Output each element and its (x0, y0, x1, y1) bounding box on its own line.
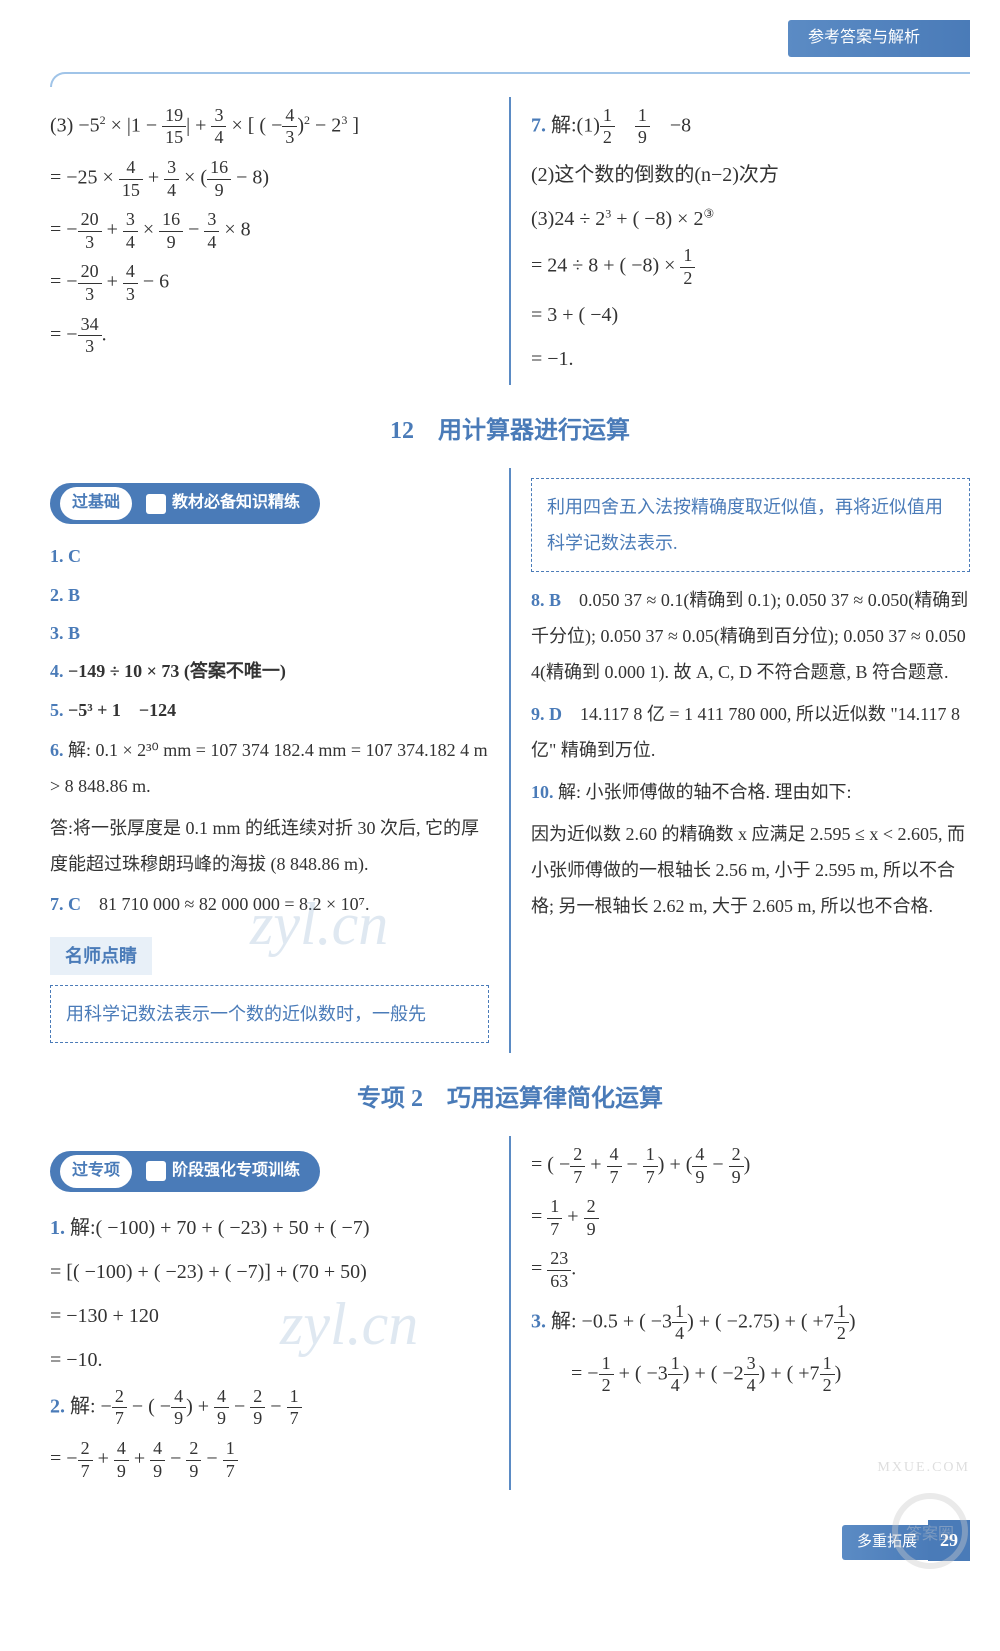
eq-3: (3) −52 × |1 − 1915| + 34 × [ ( −43)2 − … (50, 105, 489, 149)
r4: 3. 解: −0.5 + ( −314) + ( −2.75) + ( +712… (531, 1301, 970, 1345)
r3: = 2363. (531, 1248, 970, 1292)
r5: = −12 + ( −314) + ( −234) + ( +712) (531, 1353, 970, 1397)
info-box: 利用四舍五入法按精确度取近似值，再将近似值用科学记数法表示. (531, 478, 970, 572)
ans-2: 2. B (50, 579, 489, 611)
special-pill: 过专项 阶段强化专项训练 (50, 1151, 320, 1192)
s2-left: 过专项 阶段强化专项训练 1. 解:( −100) + 70 + ( −23) … (50, 1136, 489, 1490)
tip-label: 名师点睛 (50, 937, 152, 975)
top-right-col: 7. 解:(1)12 19 −8 (2)这个数的倒数的(n−2)次方 (3)24… (531, 97, 970, 385)
basics-pill: 过基础 教材必备知识精练 (50, 483, 320, 524)
ans-8: 8. B 0.050 37 ≈ 0.1(精确到 0.1); 0.050 37 ≈… (531, 582, 970, 690)
b6: = −27 + 49 + 49 − 29 − 17 (50, 1438, 489, 1482)
pill-right-label: 教材必备知识精练 (172, 489, 300, 518)
page-header: 参考答案与解析 (50, 20, 970, 57)
target-icon (146, 1161, 166, 1181)
b1: 1. 解:( −100) + 70 + ( −23) + 50 + ( −7) (50, 1210, 489, 1246)
mxue-watermark: MXUE.COM (877, 1455, 970, 1480)
ans-7-2: (2)这个数的倒数的(n−2)次方 (531, 157, 970, 193)
pill2-right-label: 阶段强化专项训练 (172, 1157, 300, 1186)
ans-10b: 因为近似数 2.60 的精确数 x 应满足 2.595 ≤ x < 2.605,… (531, 816, 970, 924)
ans-6b: 答:将一张厚度是 0.1 mm 的纸连续对折 30 次后, 它的厚度能超过珠穆朗… (50, 810, 489, 882)
pill2-left-label: 过专项 (60, 1155, 132, 1188)
eq-3-step4: = −343. (50, 314, 489, 358)
top-section: (3) −52 × |1 − 1915| + 34 × [ ( −43)2 − … (50, 97, 970, 385)
page-footer: 多重拓展29 (50, 1520, 970, 1560)
tip-text: 用科学记数法表示一个数的近似数时，一般先 (50, 985, 489, 1043)
s12-left: 过基础 教材必备知识精练 1. C 2. B 3. B 4. −149 ÷ 10… (50, 468, 489, 1053)
list-icon (146, 494, 166, 514)
b5: 2. 解: −27 − ( −49) + 49 − 29 − 17 (50, 1386, 489, 1430)
header-label: 参考答案与解析 (788, 20, 970, 57)
s2-divider (509, 1136, 511, 1490)
ans-7-4: = 24 ÷ 8 + ( −8) × 12 (531, 245, 970, 289)
ans-1: 1. C (50, 540, 489, 572)
ans-7c: 7. C 81 710 000 ≈ 82 000 000 = 8.2 × 10⁷… (50, 888, 489, 920)
eq-3-step2: = −203 + 34 × 169 − 34 × 8 (50, 209, 489, 253)
r1: = ( −27 + 47 − 17) + (49 − 29) (531, 1144, 970, 1188)
ans-7-3: (3)24 ÷ 23 + ( −8) × 2③ (531, 201, 970, 237)
ans-5: 5. −5³ + 1 −124 (50, 694, 489, 726)
section-12-title: 12 用计算器进行运算 (50, 410, 970, 453)
top-divider (509, 97, 511, 385)
ans-6: 6. 解: 0.1 × 2³⁰ mm = 107 374 182.4 mm = … (50, 732, 489, 804)
top-left-col: (3) −52 × |1 − 1915| + 34 × [ ( −43)2 − … (50, 97, 489, 385)
s2-right: = ( −27 + 47 − 17) + (49 − 29) = 17 + 29… (531, 1136, 970, 1490)
section-2-title: 专项 2 巧用运算律简化运算 (50, 1078, 970, 1121)
section-2-body: 过专项 阶段强化专项训练 1. 解:( −100) + 70 + ( −23) … (50, 1136, 970, 1490)
ans-3: 3. B (50, 617, 489, 649)
ans-7-1: 7. 解:(1)12 19 −8 (531, 105, 970, 149)
curve-border (50, 72, 970, 87)
svg-text:答案圈: 答案圈 (906, 1525, 954, 1543)
ans-4: 4. −149 ÷ 10 × 73 (答案不唯一) (50, 655, 489, 687)
eq-3-step1: = −25 × 415 + 34 × (169 − 8) (50, 157, 489, 201)
s12-right: 利用四舍五入法按精确度取近似值，再将近似值用科学记数法表示. 8. B 0.05… (531, 468, 970, 1053)
ans-7-6: = −1. (531, 341, 970, 377)
b4: = −10. (50, 1342, 489, 1378)
b2: = [( −100) + ( −23) + ( −7)] + (70 + 50) (50, 1254, 489, 1290)
ans-10: 10. 解: 小张师傅做的轴不合格. 理由如下: (531, 774, 970, 810)
eq-3-step3: = −203 + 43 − 6 (50, 261, 489, 305)
b3: = −130 + 120 (50, 1298, 489, 1334)
answer-ring-icon: 答案圈 (890, 1491, 970, 1571)
pill-left-label: 过基础 (60, 487, 132, 520)
ans-7-5: = 3 + ( −4) (531, 297, 970, 333)
r2: = 17 + 29 (531, 1196, 970, 1240)
section-12-body: 过基础 教材必备知识精练 1. C 2. B 3. B 4. −149 ÷ 10… (50, 468, 970, 1053)
s12-divider (509, 468, 511, 1053)
ans-9: 9. D 14.117 8 亿 = 1 411 780 000, 所以近似数 "… (531, 696, 970, 768)
